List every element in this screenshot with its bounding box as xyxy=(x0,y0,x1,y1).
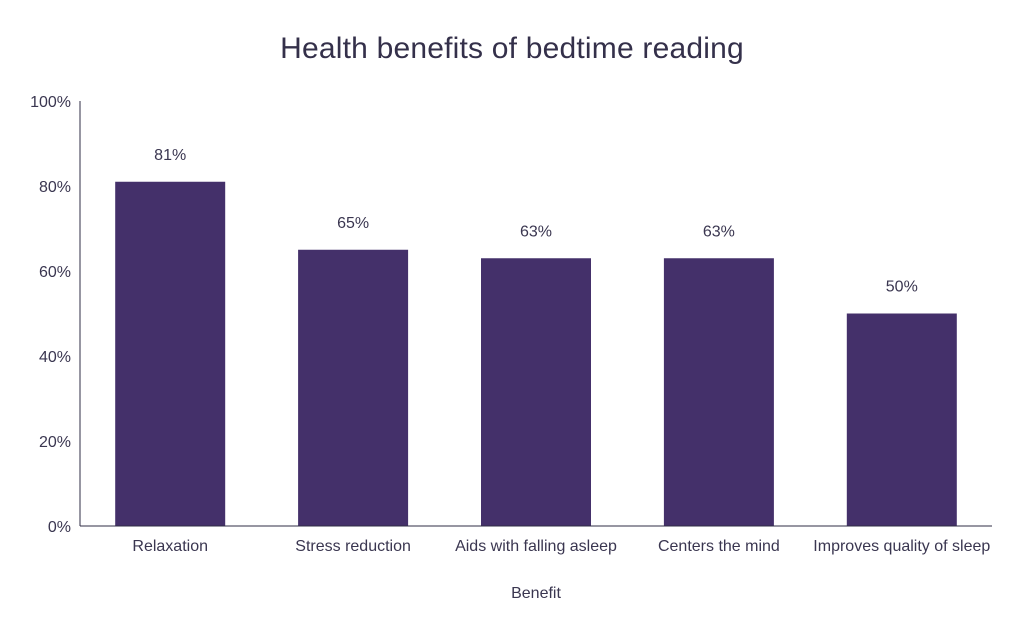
bar-value-label: 63% xyxy=(703,223,735,240)
x-tick-label: Relaxation xyxy=(132,538,208,555)
bar-value-label: 63% xyxy=(520,223,552,240)
x-tick-label: Stress reduction xyxy=(295,538,411,555)
y-tick-label: 20% xyxy=(39,434,71,451)
y-tick-label: 80% xyxy=(39,179,71,196)
y-tick-label: 60% xyxy=(39,264,71,281)
bar xyxy=(298,249,409,526)
bar xyxy=(481,258,591,526)
bar-value-label: 65% xyxy=(337,215,369,232)
y-tick-label: 100% xyxy=(30,94,71,111)
x-axis-title: Benefit xyxy=(511,585,561,602)
bar-value-label: 50% xyxy=(886,279,918,296)
x-tick-label: Aids with falling asleep xyxy=(455,538,617,555)
bar xyxy=(846,313,957,526)
y-tick-label: 40% xyxy=(39,349,71,366)
bars xyxy=(115,181,957,526)
y-tick-label: 0% xyxy=(48,519,71,536)
bar-value-label: 81% xyxy=(154,147,186,164)
chart-title: Health benefits of bedtime reading xyxy=(280,32,744,65)
x-tick-label: Centers the mind xyxy=(658,538,780,555)
x-tick-label: Improves quality of sleep xyxy=(813,538,990,555)
y-axis-ticks: 0% 20% 40% 60% 80% 100% xyxy=(30,94,71,536)
x-axis-ticks: Relaxation Stress reduction Aids with fall… xyxy=(132,538,990,555)
value-labels: 81% 65% 63% 63% 50% xyxy=(154,147,918,296)
bar xyxy=(663,258,774,526)
bar xyxy=(115,181,226,526)
